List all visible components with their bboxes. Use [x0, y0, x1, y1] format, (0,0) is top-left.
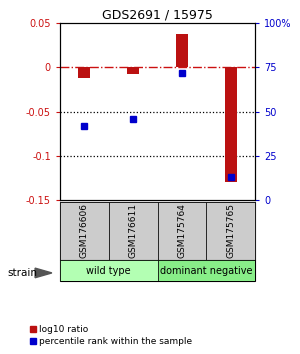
Polygon shape	[35, 268, 52, 278]
Text: GSM176606: GSM176606	[80, 204, 89, 258]
Bar	[176, 34, 188, 67]
Text: wild type: wild type	[86, 266, 131, 276]
Bar	[60, 202, 109, 260]
Text: dominant negative: dominant negative	[160, 266, 253, 276]
Bar	[224, 67, 237, 182]
Legend: log10 ratio, percentile rank within the sample: log10 ratio, percentile rank within the …	[28, 324, 194, 348]
Text: strain: strain	[8, 268, 38, 278]
Bar	[60, 260, 158, 281]
Bar	[206, 202, 255, 260]
Title: GDS2691 / 15975: GDS2691 / 15975	[102, 9, 213, 22]
Bar	[127, 67, 139, 74]
Bar	[109, 202, 158, 260]
Bar	[158, 202, 206, 260]
Bar	[158, 260, 255, 281]
Bar	[78, 67, 91, 78]
Text: GSM175765: GSM175765	[226, 204, 235, 258]
Text: GSM176611: GSM176611	[129, 204, 138, 258]
Text: GSM175764: GSM175764	[177, 204, 186, 258]
